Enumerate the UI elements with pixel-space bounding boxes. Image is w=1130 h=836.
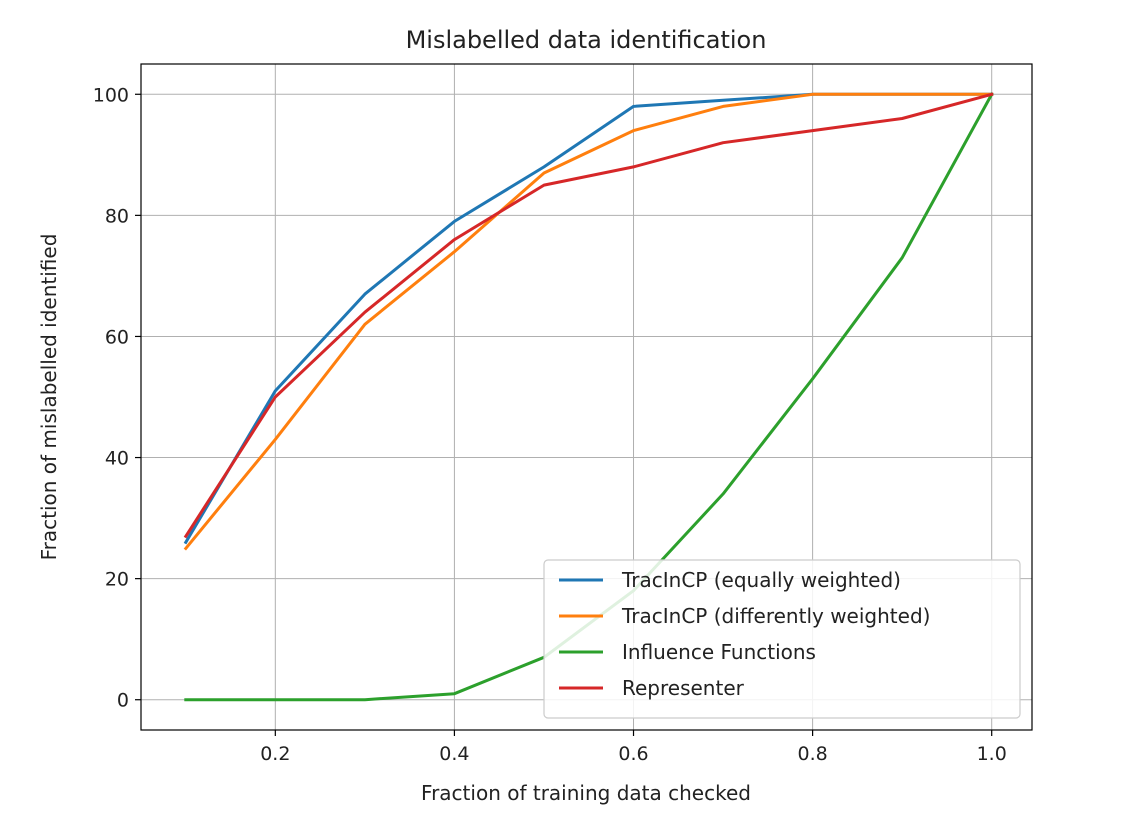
- chart-title: Mislabelled data identification: [406, 26, 767, 54]
- x-tick-label: 0.8: [797, 743, 827, 765]
- series-line-1: [183, 92, 994, 551]
- y-axis-label: Fraction of mislabelled identified: [37, 234, 61, 561]
- legend-label-1: TracInCP (differently weighted): [621, 604, 930, 628]
- y-tick-label: 80: [105, 205, 129, 227]
- axis-ticks: 0.2 0.4 0.6 0.8 1.0 0 20 40 60 80 100: [93, 84, 1007, 765]
- legend-label-2: Influence Functions: [622, 640, 816, 664]
- y-tick-label: 20: [105, 569, 129, 591]
- legend: TracInCP (equally weighted) TracInCP (dif…: [543, 559, 1021, 719]
- series-line-3: [183, 92, 994, 539]
- y-tick-label: 100: [93, 84, 129, 106]
- x-axis-label: Fraction of training data checked: [421, 781, 751, 805]
- legend-box: [543, 559, 1021, 719]
- y-tick-label: 40: [105, 448, 129, 470]
- plot-frame: [140, 63, 1033, 731]
- legend-label-0: TracInCP (equally weighted): [621, 568, 901, 592]
- x-tick-label: 0.2: [260, 743, 290, 765]
- x-tick-label: 0.6: [618, 743, 648, 765]
- y-tick-label: 0: [117, 690, 129, 712]
- x-tick-label: 1.0: [977, 743, 1007, 765]
- y-tick-label: 60: [105, 326, 129, 348]
- x-tick-label: 0.4: [439, 743, 469, 765]
- legend-label-3: Representer: [622, 676, 745, 700]
